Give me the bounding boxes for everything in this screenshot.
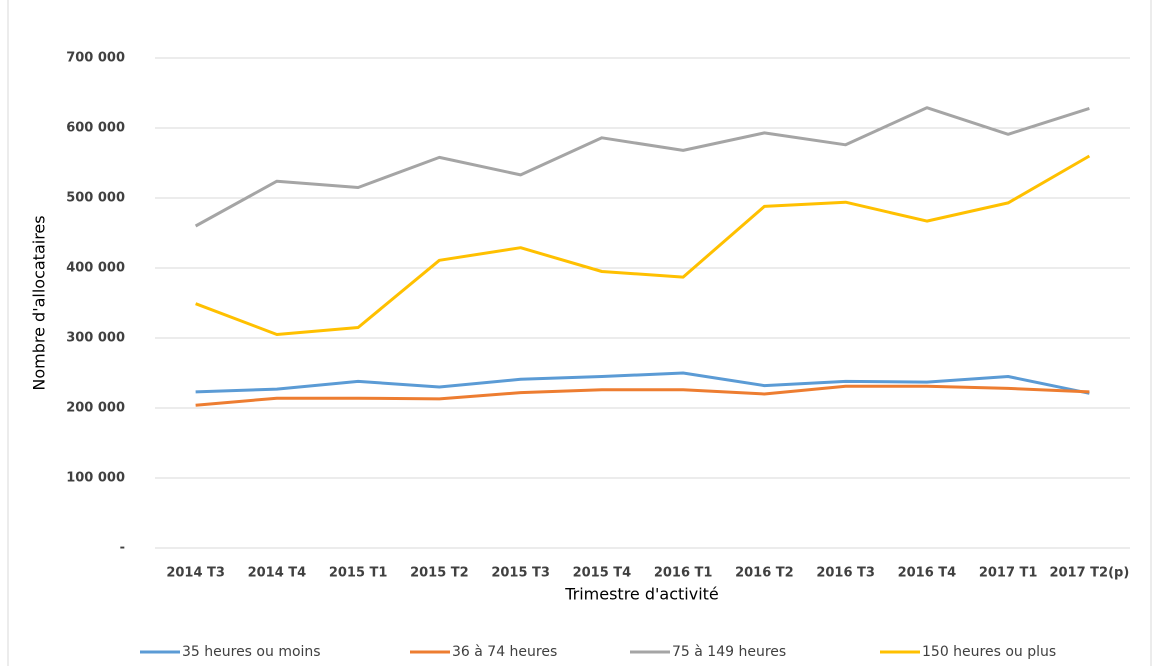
x-tick-label: 2015 T4 xyxy=(573,566,632,581)
x-tick-label: 2015 T1 xyxy=(329,566,388,581)
legend-label: 150 heures ou plus xyxy=(922,644,1056,660)
y-tick-label: 500 000 xyxy=(66,191,125,206)
x-tick-label: 2016 T1 xyxy=(654,566,713,581)
x-tick-label: 2017 T2(p) xyxy=(1049,566,1129,581)
y-tick-label: 200 000 xyxy=(66,401,125,416)
y-tick-label: 300 000 xyxy=(66,331,125,346)
legend-label: 35 heures ou moins xyxy=(182,644,321,660)
chart-frame xyxy=(7,0,1152,666)
x-tick-label: 2014 T4 xyxy=(248,566,307,581)
series-line xyxy=(195,384,1090,407)
series-line xyxy=(195,154,1091,336)
y-tick-label: 400 000 xyxy=(66,261,125,276)
x-tick-label: 2016 T2 xyxy=(735,566,794,581)
y-tick-label: 700 000 xyxy=(66,51,125,66)
y-tick-label: - xyxy=(120,541,125,556)
y-tick-label: 100 000 xyxy=(66,471,125,486)
series-line xyxy=(194,106,1090,228)
x-tick-label: 2017 T1 xyxy=(979,566,1038,581)
y-tick-label: 600 000 xyxy=(66,121,125,136)
x-tick-label: 2015 T2 xyxy=(410,566,469,581)
legend-label: 75 à 149 heures xyxy=(672,644,786,660)
x-axis-title: Trimestre d'activité xyxy=(564,585,719,604)
x-tick-label: 2016 T3 xyxy=(816,566,875,581)
x-tick-label: 2015 T3 xyxy=(491,566,550,581)
y-axis-title: Nombre d'allocataires xyxy=(30,215,49,390)
x-tick-label: 2016 T4 xyxy=(898,566,957,581)
series-line xyxy=(195,371,1090,395)
x-tick-label: 2014 T3 xyxy=(166,566,225,581)
legend-label: 36 à 74 heures xyxy=(452,644,557,660)
